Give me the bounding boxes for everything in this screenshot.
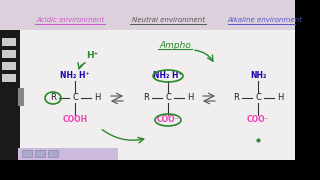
Text: NH₂ H⁺: NH₂ H⁺: [153, 71, 183, 80]
Bar: [295, 0, 320, 180]
Bar: [35, 150, 45, 157]
Bar: [18, 148, 118, 160]
Text: NH₂: NH₂: [250, 71, 266, 80]
Text: Neutral environment: Neutral environment: [132, 17, 204, 23]
Bar: [2, 62, 16, 70]
Text: Acidic environment: Acidic environment: [36, 17, 104, 23]
Bar: [0, 160, 320, 180]
Text: C: C: [72, 93, 78, 102]
Bar: [22, 150, 32, 157]
Text: H: H: [277, 93, 283, 102]
Bar: [2, 50, 16, 58]
Bar: [48, 150, 58, 157]
Text: COO⁻: COO⁻: [157, 116, 179, 125]
Bar: [2, 38, 16, 46]
Text: C: C: [165, 93, 171, 102]
Text: COOH: COOH: [62, 116, 88, 125]
Bar: [0, 30, 20, 160]
Text: H⁺: H⁺: [86, 51, 98, 60]
Text: H: H: [94, 93, 100, 102]
Text: Alkaline environment: Alkaline environment: [228, 17, 302, 23]
Text: R: R: [50, 93, 56, 102]
Text: R: R: [233, 93, 239, 102]
Text: R: R: [143, 93, 149, 102]
Bar: [18, 88, 24, 106]
Text: NH₂ H⁺: NH₂ H⁺: [60, 71, 90, 80]
Bar: [2, 74, 16, 82]
Text: COO⁻: COO⁻: [247, 116, 269, 125]
Bar: [18, 30, 300, 160]
Text: Ampho: Ampho: [159, 40, 191, 50]
Text: C: C: [255, 93, 261, 102]
Text: H: H: [187, 93, 193, 102]
